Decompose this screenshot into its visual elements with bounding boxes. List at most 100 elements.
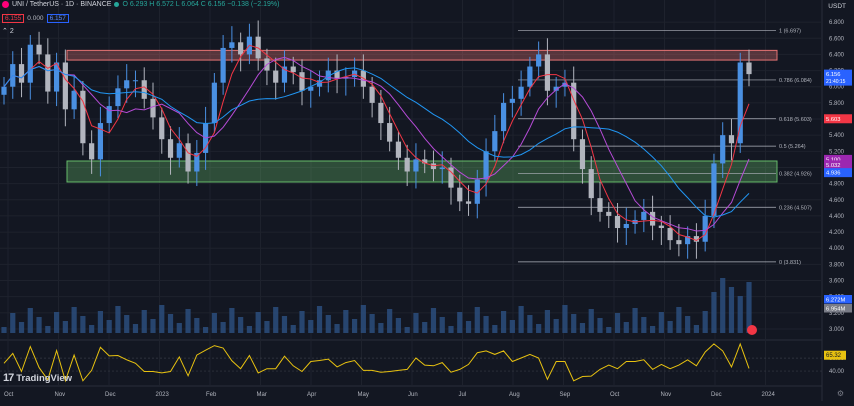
time-axis-label: Nov (661, 392, 672, 398)
fib-level-label: 0.5 (5.264) (779, 144, 806, 150)
settings-gear-icon[interactable]: ⚙ (836, 389, 844, 398)
price-badge-label: 4.936 (826, 171, 841, 177)
volume-bar (132, 324, 139, 333)
candle-body (404, 157, 410, 172)
candle-body (536, 54, 542, 67)
candle-body (167, 139, 174, 158)
sell-button[interactable]: 6.155 (2, 14, 25, 23)
buy-button[interactable]: 6.157 (46, 14, 69, 23)
volume-bar (667, 321, 673, 333)
volume-bar (220, 322, 226, 333)
candle-body (544, 54, 551, 91)
price-tick-label: 3.000 (829, 327, 845, 333)
symbol-title[interactable]: UNI / TetherUS · 1D · BINANCE (12, 1, 112, 8)
indicator-toggle[interactable]: ⌃ 2 (2, 28, 14, 35)
volume-bar (693, 325, 700, 333)
candle-body (1, 86, 7, 95)
volume-bar (255, 312, 261, 333)
candle-body (597, 198, 603, 212)
time-axis-label: Mar (257, 392, 267, 398)
volume-bar (474, 307, 480, 333)
time-axis-label: Oct (4, 392, 14, 398)
tradingview-logo[interactable]: 17 TradingView (3, 372, 72, 384)
volume-bar (720, 278, 726, 333)
volume-bar (544, 310, 551, 333)
volume-bar (597, 318, 603, 333)
volume-bar (246, 326, 253, 333)
candle-body (509, 98, 515, 103)
candle-body (53, 62, 60, 92)
volume-bar (614, 313, 621, 333)
volume-badge (824, 295, 852, 304)
candle-body (238, 42, 244, 55)
candle-body (711, 163, 717, 216)
candle-body (728, 135, 735, 144)
volume-bar (685, 316, 691, 333)
candle-body (395, 141, 402, 158)
volume-bar (430, 308, 437, 333)
candle-body (492, 131, 498, 152)
price-tick-label: 3.600 (829, 279, 845, 285)
candle-body (474, 179, 480, 204)
candle-body (702, 215, 708, 242)
volume-bar (378, 323, 384, 333)
price-tick-label: 6.800 (829, 20, 845, 26)
tradingview-logo-text: TradingView (16, 372, 73, 384)
price-tick-label: 4.000 (829, 246, 845, 252)
candle-body (141, 80, 147, 99)
time-axis-label: Dec (711, 392, 722, 398)
volume-bar (264, 321, 270, 333)
price-tick-label: 6.000 (829, 85, 845, 91)
candle-body (273, 70, 279, 83)
candle-body (387, 123, 393, 142)
time-axis-label: Aug (509, 392, 520, 398)
time-axis-label: May (358, 392, 369, 398)
volume-bar (509, 320, 515, 333)
price-tick-label: 4.600 (829, 198, 845, 204)
volume-bar (500, 311, 507, 333)
candle-body (124, 80, 130, 89)
volume-bar (71, 307, 77, 333)
volume-bar (308, 320, 314, 333)
candle-body (614, 215, 621, 229)
volume-bar (18, 322, 25, 333)
volume-bar (176, 323, 182, 333)
time-axis-label: Jun (408, 392, 418, 398)
candle-body (316, 80, 323, 87)
candle-body (641, 211, 647, 220)
volume-bar (80, 316, 86, 333)
time-axis-label: Nov (55, 392, 66, 398)
zone-resistance (66, 49, 778, 61)
candle-body (115, 88, 121, 107)
candle-body (413, 159, 419, 172)
volume-badge (824, 304, 852, 313)
volume-bar (439, 317, 445, 333)
candle-body (229, 42, 235, 48)
price-tick-label: 3.800 (829, 262, 845, 268)
price-badge (824, 69, 852, 86)
ohlc-values: O 6.293 H 6.572 L 6.064 C 6.156 −0.138 (… (122, 1, 280, 8)
candle-body (176, 143, 182, 158)
volume-bar (571, 314, 577, 333)
fib-level-label: 0.236 (4.507) (779, 205, 812, 211)
volume-bar (711, 292, 717, 333)
candle-body (220, 47, 226, 83)
volume-bar (536, 324, 542, 333)
volume-bar (53, 312, 60, 333)
candle-body (97, 123, 104, 160)
tradingview-logo-icon: 17 (3, 372, 14, 384)
volume-bar (457, 312, 463, 333)
volume-bar (658, 312, 664, 333)
price-badge-countdown: 21:40:15 (826, 79, 846, 85)
candle-body (45, 54, 51, 92)
currency-label[interactable]: USDT (828, 3, 846, 10)
volume-bar (360, 305, 366, 333)
jump-to-realtime-button[interactable] (747, 325, 757, 335)
fib-level-label: 0.382 (4.926) (779, 171, 812, 177)
candle-body (89, 143, 95, 160)
candle-body (132, 80, 139, 82)
candle-body (623, 223, 629, 229)
volume-bar (369, 314, 375, 333)
candle-body (299, 72, 305, 91)
price-tick-label: 4.800 (829, 182, 845, 188)
